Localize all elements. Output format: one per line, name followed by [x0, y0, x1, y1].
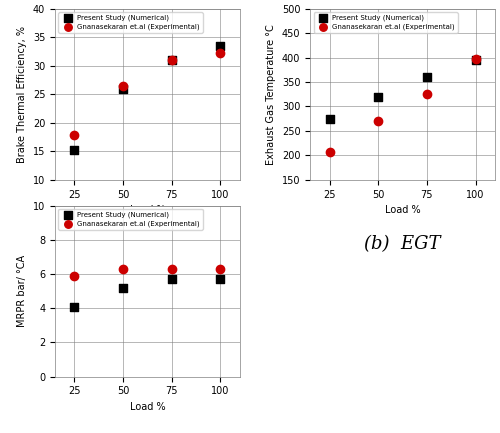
Gnanasekaran et.al (Experimental): [374, 118, 382, 125]
Present Study (Numerical): [374, 93, 382, 100]
Present Study (Numerical): [119, 284, 127, 291]
Gnanasekaran et.al (Experimental): [70, 132, 78, 139]
Legend: Present Study (Numerical), Gnanasekaran et.al (Experimental): Present Study (Numerical), Gnanasekaran …: [58, 209, 203, 229]
Present Study (Numerical): [472, 57, 480, 64]
Text: (b)  EGT: (b) EGT: [364, 235, 441, 252]
Y-axis label: Exhaust Gas Temperature °C: Exhaust Gas Temperature °C: [266, 24, 276, 165]
Gnanasekaran et.al (Experimental): [168, 265, 176, 272]
Gnanasekaran et.al (Experimental): [168, 57, 176, 64]
Gnanasekaran et.al (Experimental): [216, 265, 224, 272]
Present Study (Numerical): [168, 57, 176, 64]
Present Study (Numerical): [326, 115, 334, 122]
X-axis label: Load %: Load %: [385, 205, 420, 215]
Gnanasekaran et.al (Experimental): [216, 50, 224, 57]
Legend: Present Study (Numerical), Gnanasekaran et.al (Experimental): Present Study (Numerical), Gnanasekaran …: [314, 12, 458, 33]
Y-axis label: MRPR bar/ °CA: MRPR bar/ °CA: [18, 255, 28, 327]
X-axis label: Load %: Load %: [130, 402, 165, 412]
Present Study (Numerical): [423, 74, 431, 81]
Present Study (Numerical): [70, 147, 78, 154]
Present Study (Numerical): [216, 276, 224, 283]
Gnanasekaran et.al (Experimental): [423, 91, 431, 98]
Present Study (Numerical): [119, 85, 127, 92]
Legend: Present Study (Numerical), Gnanasekaran et.al (Experimental): Present Study (Numerical), Gnanasekaran …: [58, 12, 203, 33]
Y-axis label: Brake Thermal Efficiency, %: Brake Thermal Efficiency, %: [17, 26, 27, 163]
Present Study (Numerical): [70, 303, 78, 310]
Present Study (Numerical): [216, 42, 224, 49]
Gnanasekaran et.al (Experimental): [472, 55, 480, 62]
Gnanasekaran et.al (Experimental): [326, 149, 334, 155]
X-axis label: Load %: Load %: [130, 205, 165, 215]
Gnanasekaran et.al (Experimental): [119, 82, 127, 89]
Text: (a)  BTE: (a) BTE: [110, 235, 184, 252]
Present Study (Numerical): [168, 276, 176, 283]
Gnanasekaran et.al (Experimental): [70, 272, 78, 279]
Gnanasekaran et.al (Experimental): [119, 265, 127, 272]
